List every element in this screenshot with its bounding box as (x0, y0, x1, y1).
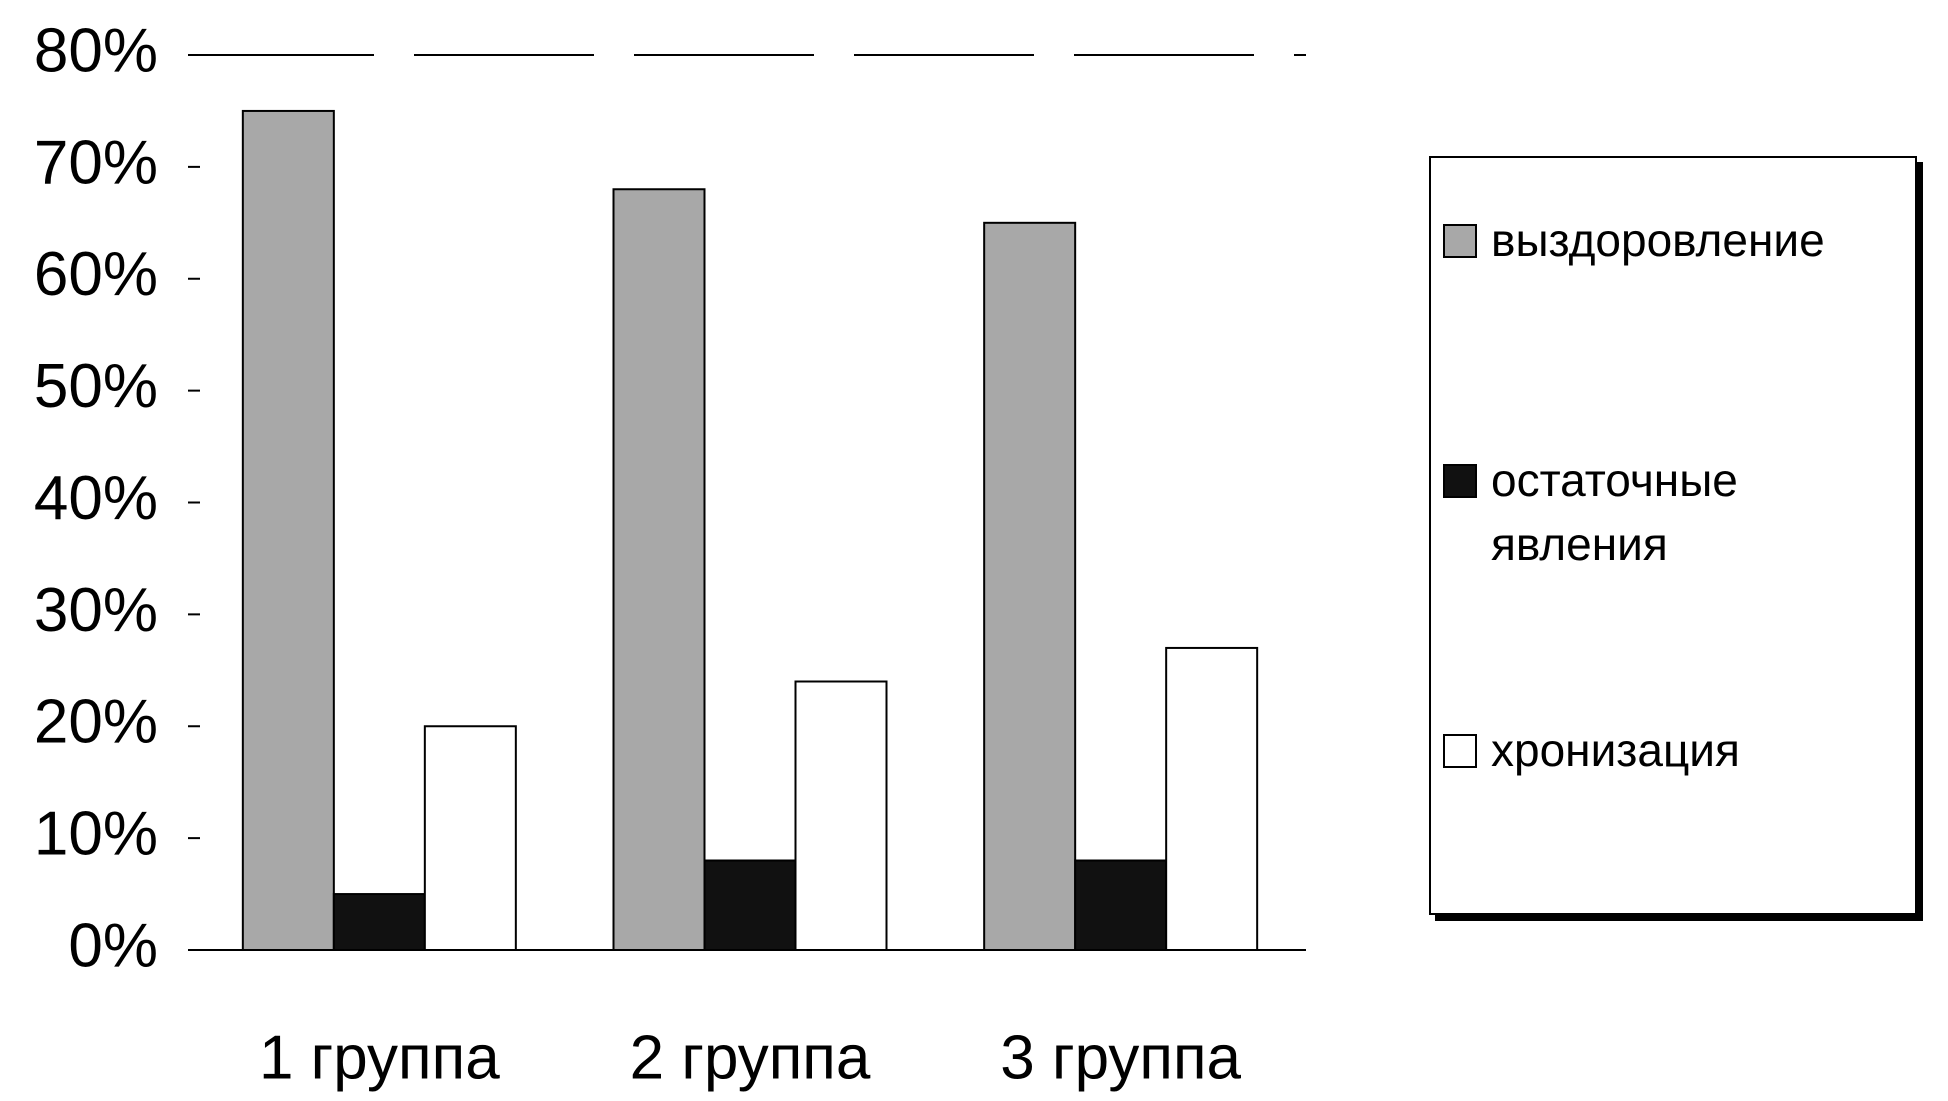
y-tick-label: 40% (34, 464, 158, 533)
bar (1165, 646, 1259, 951)
legend-item: хронизация (1443, 718, 1901, 782)
y-tick-label: 0% (68, 911, 158, 980)
x-tick-label: 1 группа (259, 1023, 500, 1092)
legend-swatch (1443, 464, 1477, 498)
y-tick-label: 10% (34, 800, 158, 869)
bar (332, 893, 426, 951)
y-tick-label: 50% (34, 352, 158, 421)
legend-item: выздоровление (1443, 208, 1901, 272)
y-tick-label: 80% (34, 16, 158, 85)
x-tick-label: 3 группа (1000, 1023, 1241, 1092)
bar (703, 859, 797, 951)
y-tick-label: 20% (34, 688, 158, 757)
legend-swatch (1443, 734, 1477, 768)
legend-swatch (1443, 224, 1477, 258)
bar (983, 221, 1077, 951)
bar (1074, 859, 1168, 951)
x-tick-label: 2 группа (630, 1023, 871, 1092)
legend-item: остаточные явления (1443, 448, 1761, 576)
legend: выздоровление остаточные явления хронизаци… (1429, 156, 1917, 915)
y-tick-label: 60% (34, 240, 158, 309)
bar (241, 109, 335, 951)
bar (612, 188, 706, 951)
bar (423, 725, 517, 951)
legend-label: хронизация (1491, 724, 1740, 776)
legend-label: выздоровление (1491, 214, 1825, 266)
y-tick-label: 70% (34, 128, 158, 197)
bar (794, 680, 888, 951)
y-tick-label: 30% (34, 576, 158, 645)
legend-label: остаточные явления (1491, 454, 1738, 570)
